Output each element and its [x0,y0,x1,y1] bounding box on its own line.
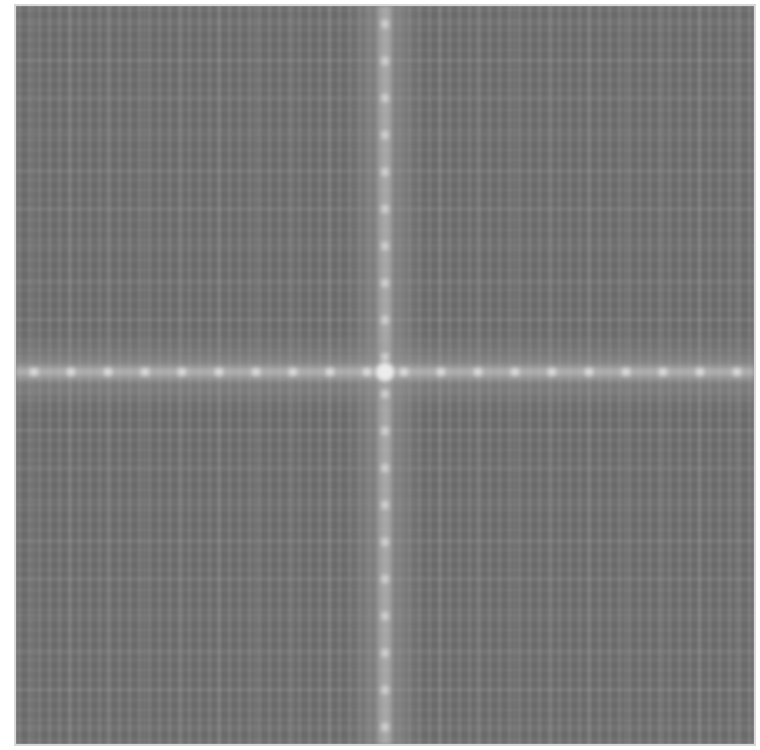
center-peak [376,363,394,381]
spectrum [15,5,755,745]
page [0,0,760,750]
spectrum-image [0,0,760,750]
